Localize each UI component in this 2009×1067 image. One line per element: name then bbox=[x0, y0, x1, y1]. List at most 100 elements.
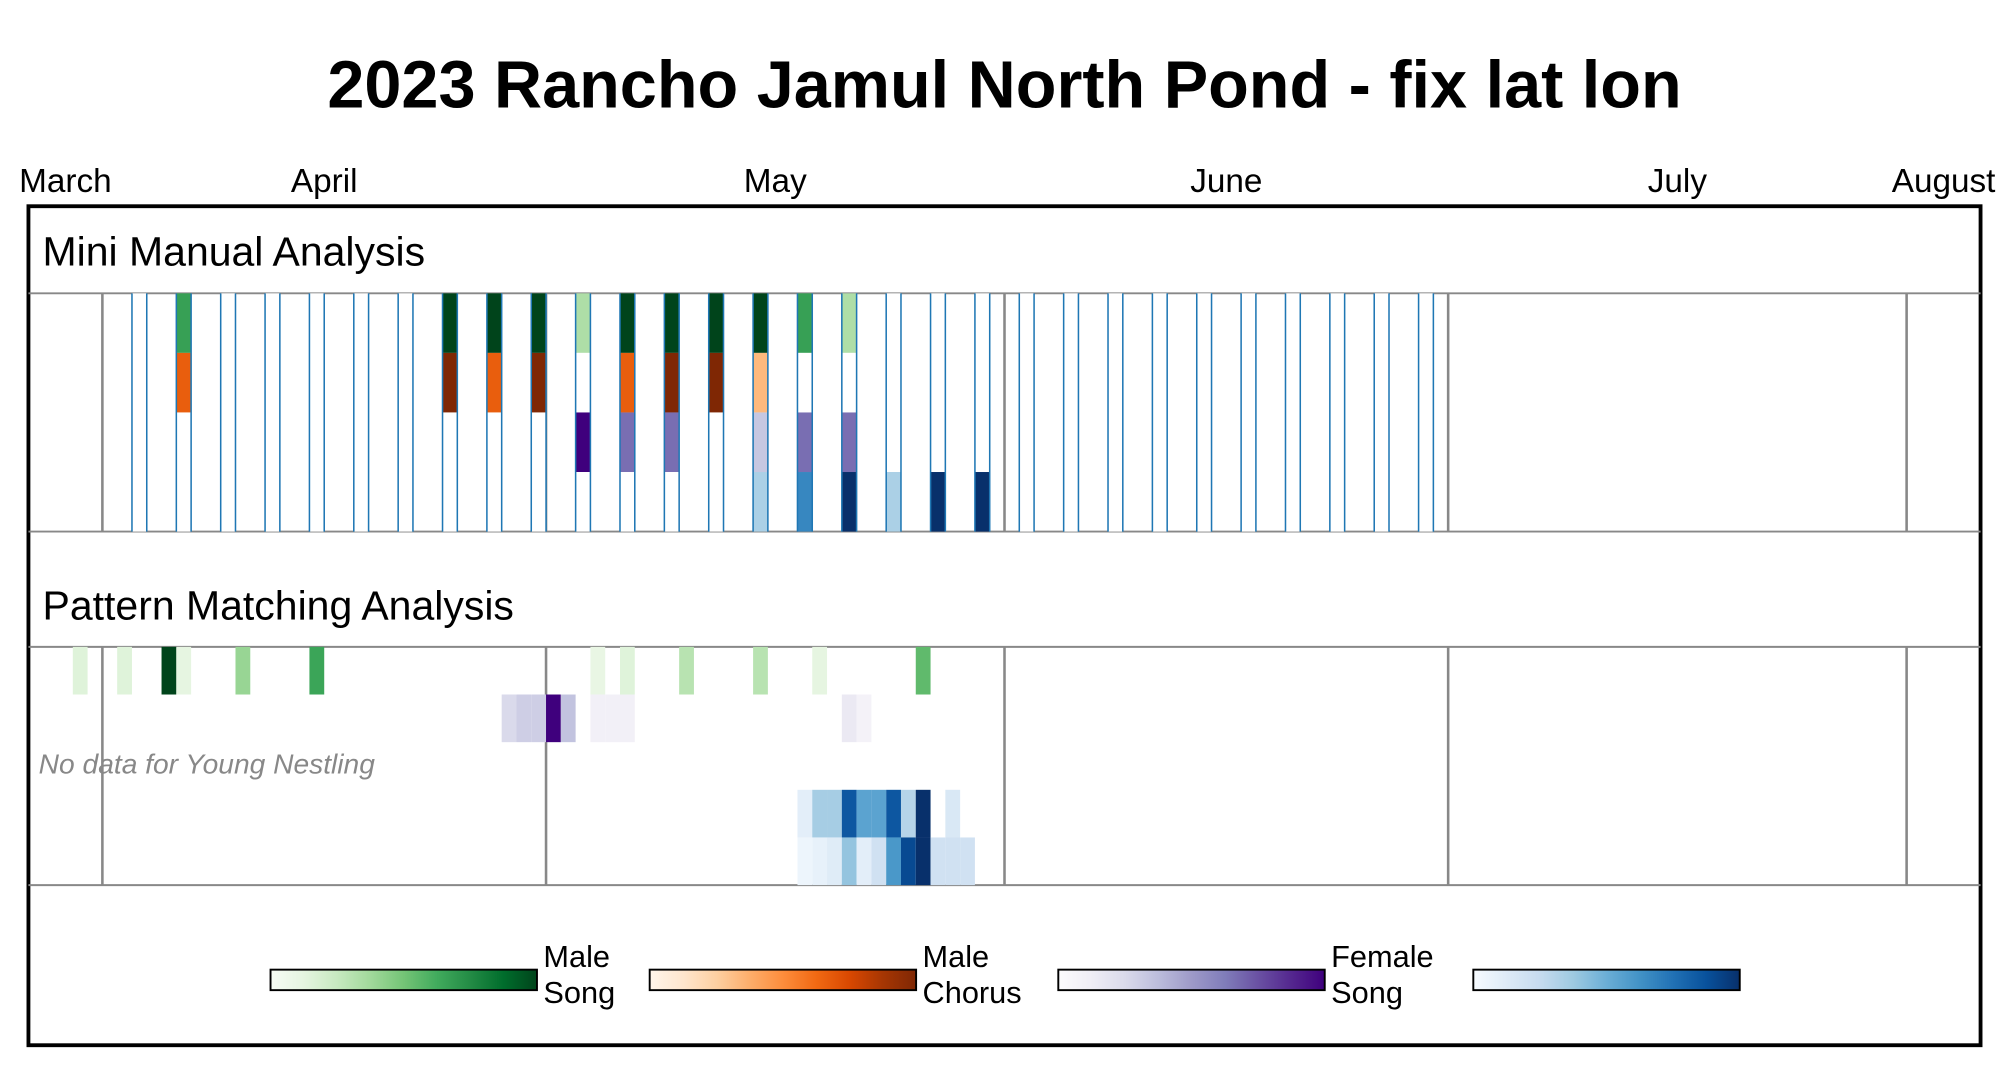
legend-entry: Male Chorus bbox=[648, 940, 1022, 1011]
cell bbox=[235, 646, 251, 695]
cell bbox=[309, 646, 325, 695]
cell bbox=[1418, 472, 1434, 532]
cell bbox=[531, 412, 547, 473]
cell bbox=[619, 412, 635, 473]
cell bbox=[72, 646, 88, 695]
cell bbox=[309, 293, 325, 353]
chart-title: 2023 Rancho Jamul North Pond - fix lat l… bbox=[327, 48, 1681, 122]
cell bbox=[398, 293, 413, 353]
cell bbox=[886, 293, 901, 353]
legend-entry: Male Song bbox=[269, 940, 615, 1011]
x-tick-label: June bbox=[1190, 163, 1262, 200]
cell bbox=[1374, 472, 1390, 532]
cell bbox=[1152, 352, 1168, 413]
cell bbox=[753, 412, 768, 473]
cell bbox=[841, 472, 857, 532]
cell bbox=[841, 837, 857, 886]
cell bbox=[708, 352, 724, 413]
cell bbox=[812, 646, 828, 695]
cell bbox=[797, 789, 813, 838]
x-tick-label: March bbox=[19, 163, 112, 200]
cell bbox=[915, 789, 931, 838]
cell bbox=[176, 412, 192, 473]
cell bbox=[679, 646, 694, 695]
cell bbox=[1196, 472, 1212, 532]
cell bbox=[619, 472, 635, 532]
cell bbox=[841, 789, 857, 838]
cell bbox=[176, 472, 192, 532]
cell bbox=[442, 293, 458, 353]
cell bbox=[708, 412, 724, 473]
cell bbox=[265, 412, 280, 473]
cell bbox=[797, 412, 813, 473]
cell bbox=[1285, 412, 1301, 473]
cell bbox=[1152, 472, 1168, 532]
colorbar bbox=[1057, 968, 1326, 992]
cell bbox=[398, 412, 413, 473]
cell bbox=[1152, 412, 1168, 473]
cell bbox=[442, 352, 458, 413]
cell bbox=[353, 472, 369, 532]
legend-label: Female Song bbox=[1331, 940, 1434, 1011]
cell bbox=[797, 837, 813, 886]
cell bbox=[841, 412, 857, 473]
cell bbox=[220, 293, 236, 353]
cell bbox=[1241, 472, 1256, 532]
cell bbox=[265, 352, 280, 413]
cell bbox=[1063, 293, 1079, 353]
cell bbox=[930, 472, 946, 532]
cell bbox=[1019, 352, 1035, 413]
annotation: No data for Young Nestling bbox=[39, 747, 376, 779]
cell bbox=[974, 293, 990, 353]
cell bbox=[960, 837, 975, 886]
cell bbox=[605, 694, 620, 743]
cell bbox=[442, 472, 458, 532]
cell bbox=[856, 789, 872, 838]
cell bbox=[1196, 412, 1212, 473]
cell bbox=[1374, 293, 1390, 353]
cell bbox=[664, 352, 680, 413]
colorbar bbox=[269, 968, 538, 992]
cell bbox=[619, 646, 635, 695]
cell bbox=[753, 352, 768, 413]
cell bbox=[1019, 293, 1035, 353]
cell bbox=[1196, 293, 1212, 353]
cell bbox=[486, 412, 502, 473]
cell bbox=[1329, 293, 1345, 353]
cell bbox=[176, 352, 192, 413]
cell bbox=[841, 694, 857, 743]
cell bbox=[915, 646, 931, 695]
cell bbox=[664, 472, 680, 532]
cell bbox=[900, 837, 916, 886]
cell bbox=[886, 352, 901, 413]
cell bbox=[945, 789, 961, 838]
cell bbox=[1063, 412, 1079, 473]
cell bbox=[486, 352, 502, 413]
cell bbox=[856, 837, 872, 886]
cell bbox=[856, 694, 872, 743]
cell bbox=[930, 293, 946, 353]
cell bbox=[1329, 412, 1345, 473]
cell bbox=[753, 472, 768, 532]
cell bbox=[546, 694, 561, 743]
legend-entry: Female Song bbox=[1057, 940, 1434, 1011]
cell bbox=[398, 472, 413, 532]
cell bbox=[531, 472, 547, 532]
cell bbox=[575, 412, 591, 473]
cell bbox=[353, 293, 369, 353]
x-tick-label: August bbox=[1892, 163, 1996, 200]
colorbar bbox=[648, 968, 918, 992]
cell bbox=[398, 352, 413, 413]
cell bbox=[353, 352, 369, 413]
x-tick-label: July bbox=[1648, 163, 1708, 200]
cell bbox=[1241, 293, 1256, 353]
cell bbox=[575, 352, 591, 413]
cell bbox=[265, 293, 280, 353]
cell bbox=[486, 472, 502, 532]
legend-entry bbox=[1472, 968, 1741, 992]
panel-title: Pattern Matching Analysis bbox=[43, 582, 514, 628]
cell bbox=[930, 352, 946, 413]
cell bbox=[1019, 412, 1035, 473]
